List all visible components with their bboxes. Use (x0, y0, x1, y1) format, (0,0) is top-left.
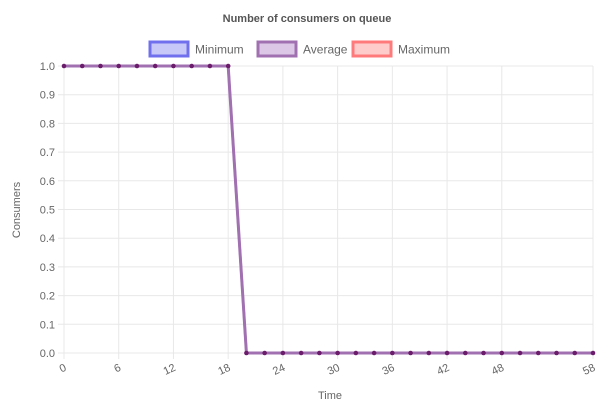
y-tick-label: 0.3 (40, 262, 55, 274)
x-tick-label: 0 (58, 362, 69, 375)
y-tick-label: 1.0 (40, 61, 55, 73)
legend-swatch (148, 40, 190, 58)
chart-title: Number of consumers on queue (223, 13, 392, 25)
legend: Minimum Average Maximum (148, 40, 450, 58)
y-tick-label: 0.6 (40, 176, 55, 188)
y-tick-label: 0.8 (40, 118, 55, 130)
data-point (463, 350, 468, 356)
data-point (244, 350, 249, 356)
y-tick-label: 0.2 (40, 291, 55, 303)
x-tick-label: 30 (326, 362, 342, 378)
x-tick-label: 48 (490, 362, 506, 378)
data-point (481, 350, 486, 356)
data-point (572, 350, 578, 356)
legend-swatch (351, 40, 393, 58)
legend-label: Average (303, 43, 348, 57)
grid (58, 65, 594, 359)
data-point (61, 63, 67, 69)
y-tick-label: 0.0 (40, 348, 55, 360)
y-tick-label: 0.7 (40, 147, 55, 159)
data-point (116, 63, 122, 69)
data-point (554, 350, 559, 356)
data-point (171, 63, 176, 69)
x-tick-label: 24 (271, 362, 287, 378)
data-point (79, 63, 85, 69)
y-axis-label: Consumers (11, 181, 23, 238)
data-point (98, 63, 103, 69)
y-tick-label: 0.4 (40, 233, 55, 245)
data-point (335, 350, 340, 356)
data-point (499, 350, 505, 356)
legend-label: Maximum (398, 43, 450, 57)
x-tick-label: 42 (435, 362, 451, 378)
data-point (390, 350, 395, 356)
data-point (371, 350, 377, 356)
legend-label: Minimum (195, 43, 244, 57)
data-point (317, 350, 322, 356)
x-axis-label: Time (318, 390, 342, 402)
y-tick-label: 0.1 (40, 319, 55, 331)
data-point (152, 63, 158, 69)
x-tick-label: 36 (380, 362, 396, 378)
data-point (444, 350, 450, 356)
series-line-average (64, 64, 593, 355)
x-tick-label: 58 (581, 362, 597, 378)
data-point (298, 350, 304, 356)
y-tick-label: 0.5 (40, 205, 55, 217)
data-point (280, 350, 286, 356)
x-tick-label: 18 (216, 362, 232, 378)
data-point (225, 63, 231, 69)
data-point (408, 350, 413, 356)
x-tick-label: 6 (112, 362, 123, 375)
data-point (426, 350, 432, 356)
x-axis-ticks: 0 6 12 18 24 30 36 42 48 58 (58, 362, 598, 378)
data-point (189, 63, 194, 69)
data-point (517, 350, 523, 356)
legend-swatch (256, 40, 298, 58)
data-point (134, 63, 140, 69)
data-point (262, 350, 267, 356)
data-point (590, 350, 596, 356)
data-point (353, 350, 359, 356)
data-point (207, 63, 213, 69)
y-tick-label: 0.9 (40, 90, 55, 102)
data-point (535, 350, 541, 356)
y-axis-ticks: 0.0 0.1 0.2 0.3 0.4 0.5 0.6 0.7 0.8 0.9 1.0 (40, 61, 55, 360)
series-layer (61, 63, 596, 356)
x-tick-label: 12 (162, 362, 178, 378)
